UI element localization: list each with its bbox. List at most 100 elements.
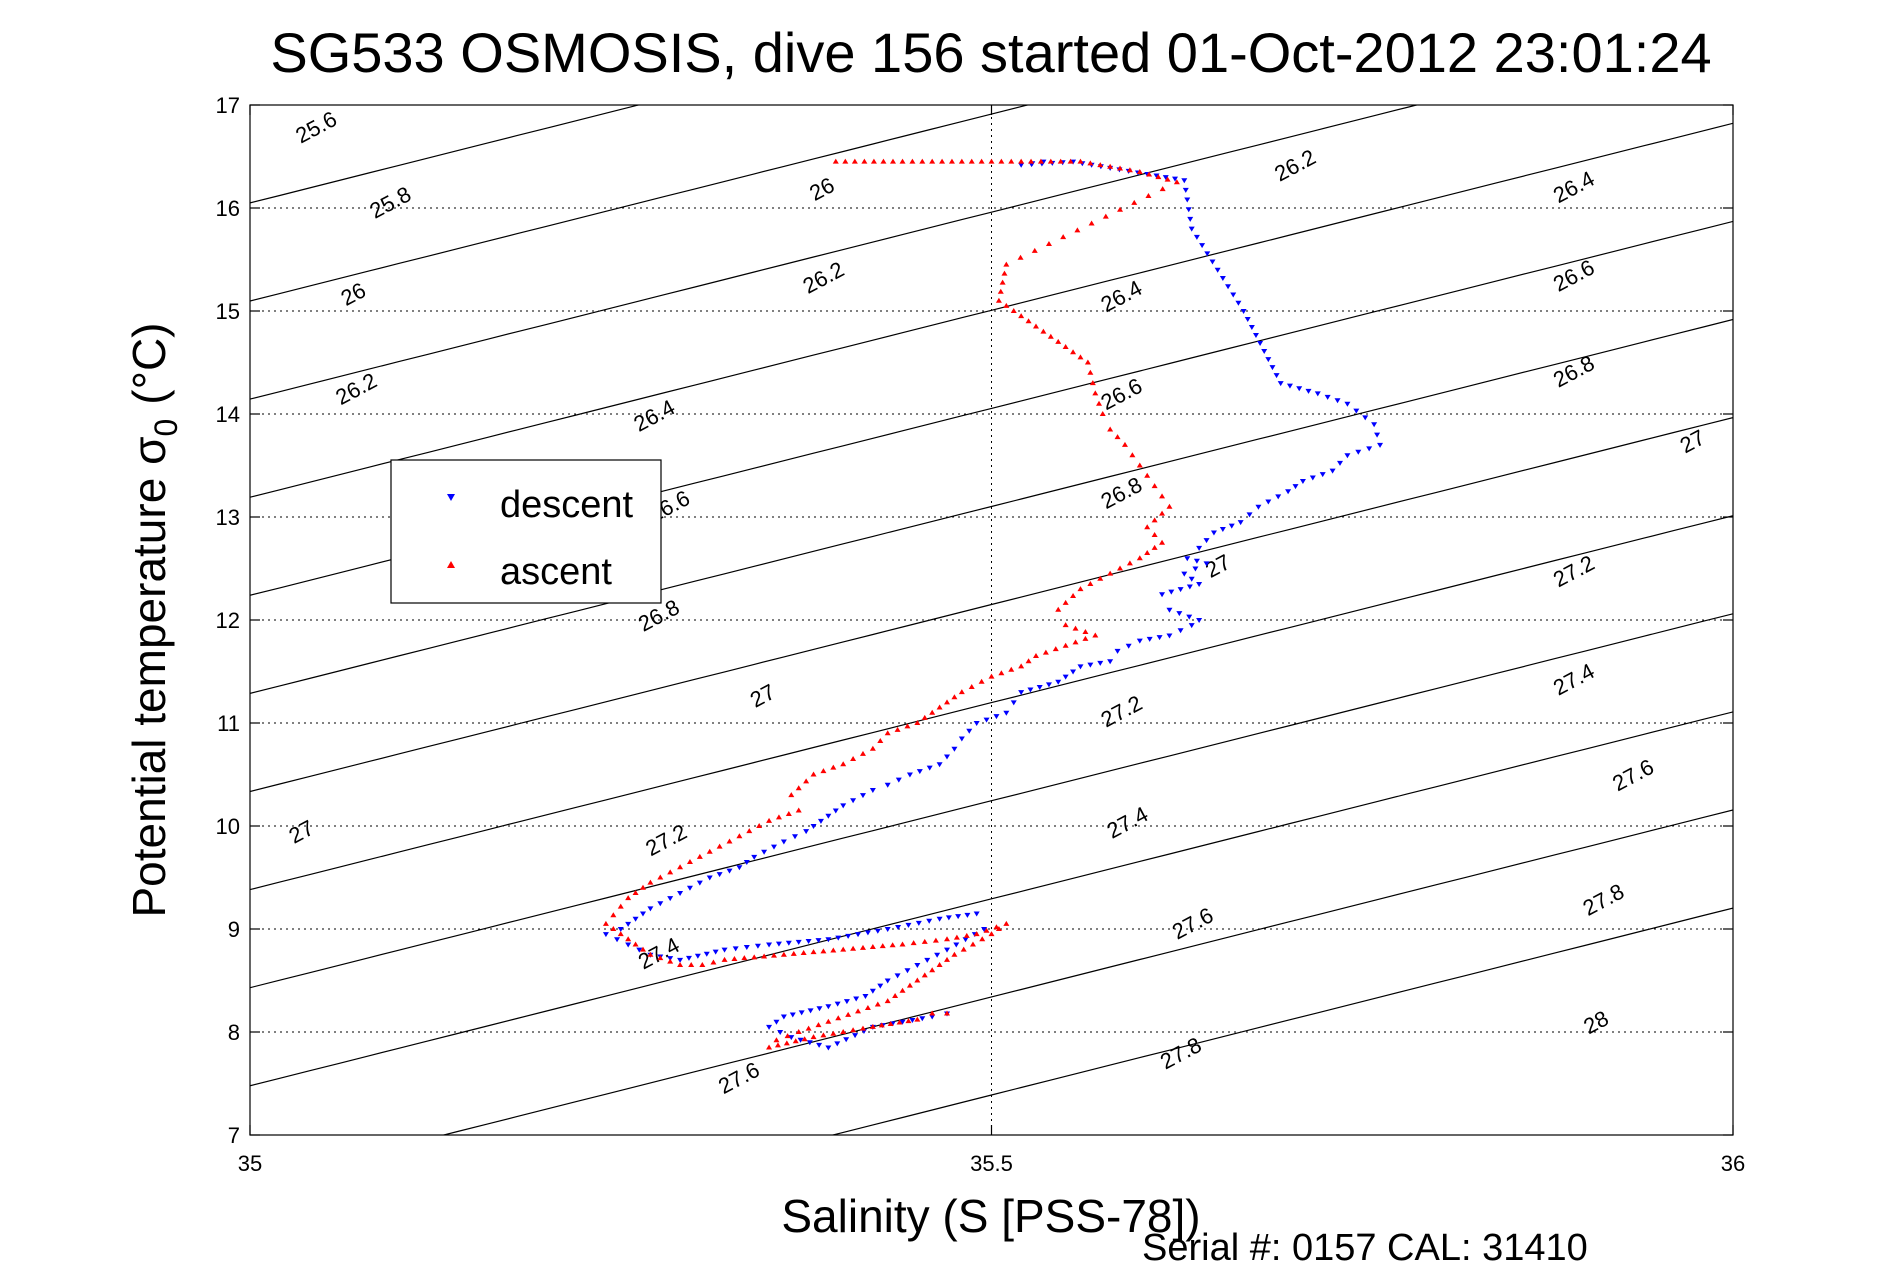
ascent-point xyxy=(921,972,928,978)
ascent-point xyxy=(1159,186,1166,192)
ascent-point xyxy=(1037,158,1044,164)
y-axis-label-main: Potential temperature σ xyxy=(123,437,175,918)
ascent-point xyxy=(958,689,965,695)
descent-point xyxy=(751,854,758,860)
ascent-point xyxy=(1166,503,1173,509)
descent-point xyxy=(832,808,839,814)
descent-point xyxy=(721,947,728,953)
ascent-point xyxy=(910,940,917,946)
ascent-point xyxy=(788,792,795,798)
descent-point xyxy=(983,717,990,723)
y-tick-label: 17 xyxy=(216,93,240,118)
descent-point xyxy=(792,834,799,840)
descent-point xyxy=(944,754,951,760)
y-axis-label-subscript: 0 xyxy=(148,419,184,437)
ascent-point xyxy=(988,673,995,679)
ascent-point xyxy=(1028,158,1035,164)
descent-point xyxy=(1177,587,1184,593)
ascent-point xyxy=(647,951,654,957)
ascent-point xyxy=(1070,349,1077,355)
descent-point xyxy=(1125,643,1132,649)
descent-point xyxy=(951,746,958,752)
ascent-point xyxy=(686,859,693,865)
ascent-point xyxy=(960,946,967,952)
descent-point xyxy=(754,943,761,949)
descent-point xyxy=(1366,446,1373,452)
ascent-point xyxy=(1159,493,1166,499)
descent-point xyxy=(1188,623,1195,629)
descent-point xyxy=(803,829,810,835)
descent-point xyxy=(825,1004,832,1010)
descent-point xyxy=(1187,216,1194,222)
descent-point xyxy=(1196,581,1203,587)
ascent-point xyxy=(963,932,970,938)
ascent-point xyxy=(914,977,921,983)
descent-point xyxy=(625,942,632,948)
ascent-point xyxy=(1045,241,1052,247)
ascent-point xyxy=(1173,179,1180,185)
isopycnal-line xyxy=(250,417,1733,793)
ascent-point xyxy=(770,952,777,958)
ascent-point xyxy=(953,934,960,940)
ascent-point xyxy=(870,158,877,164)
descent-point xyxy=(1185,207,1192,213)
ascent-point xyxy=(1159,539,1166,545)
ascent-point xyxy=(939,158,946,164)
x-axis-label: Salinity (S [PSS-78]) xyxy=(781,1190,1200,1242)
descent-point xyxy=(816,1042,823,1048)
ascent-point xyxy=(1107,163,1114,169)
ascent-point xyxy=(1155,174,1162,180)
y-tick-label: 15 xyxy=(216,299,240,324)
descent-point xyxy=(906,772,913,778)
isopycnal-line xyxy=(250,613,1733,989)
ascent-point xyxy=(639,946,646,952)
density-contours xyxy=(250,105,1733,1135)
ascent-point xyxy=(921,938,928,944)
descent-point xyxy=(685,955,692,961)
ascent-point xyxy=(859,1025,866,1031)
ascent-point xyxy=(1070,592,1077,598)
ascent-point xyxy=(783,1040,790,1046)
ascent-point xyxy=(978,678,985,684)
ascent-point xyxy=(997,288,1004,294)
ascent-point xyxy=(699,962,706,968)
ascent-point xyxy=(889,942,896,948)
descent-point xyxy=(1244,317,1251,323)
ascent-point xyxy=(657,874,664,880)
ascent-point xyxy=(850,945,857,951)
descent-point xyxy=(732,946,739,952)
descent-point xyxy=(1193,234,1200,240)
descent-point xyxy=(1286,383,1293,389)
ascent-point xyxy=(746,828,753,834)
descent-point xyxy=(1319,472,1326,478)
ascent-point xyxy=(1144,550,1151,556)
ascent-point xyxy=(887,1020,894,1026)
ascent-point xyxy=(998,158,1005,164)
ascent-point xyxy=(625,895,632,901)
ascent-point xyxy=(936,962,943,968)
ascent-point xyxy=(1018,313,1025,319)
ascent-point xyxy=(830,764,837,770)
ascent-point xyxy=(995,297,1002,303)
descent-point xyxy=(1203,538,1210,544)
descent-point xyxy=(993,714,1000,720)
descent-point xyxy=(1204,251,1211,257)
ascent-point xyxy=(677,962,684,968)
descent-point xyxy=(1305,388,1312,394)
ascent-point xyxy=(1032,653,1039,659)
descent-point xyxy=(1018,690,1025,696)
descent-point xyxy=(1172,176,1179,182)
ascent-point xyxy=(929,158,936,164)
y-axis-label-unit: (°C) xyxy=(123,322,175,404)
ascent-point xyxy=(892,992,899,998)
descent-point xyxy=(798,1010,805,1016)
descent-point xyxy=(1181,178,1188,184)
descent-point xyxy=(1107,659,1114,665)
ascent-point xyxy=(869,1023,876,1029)
descent-point xyxy=(899,1019,906,1025)
descent-point xyxy=(825,937,832,943)
descent-point xyxy=(864,930,871,936)
descent-point xyxy=(810,824,817,829)
ascent-point xyxy=(842,158,849,164)
descent-point xyxy=(788,1035,795,1041)
